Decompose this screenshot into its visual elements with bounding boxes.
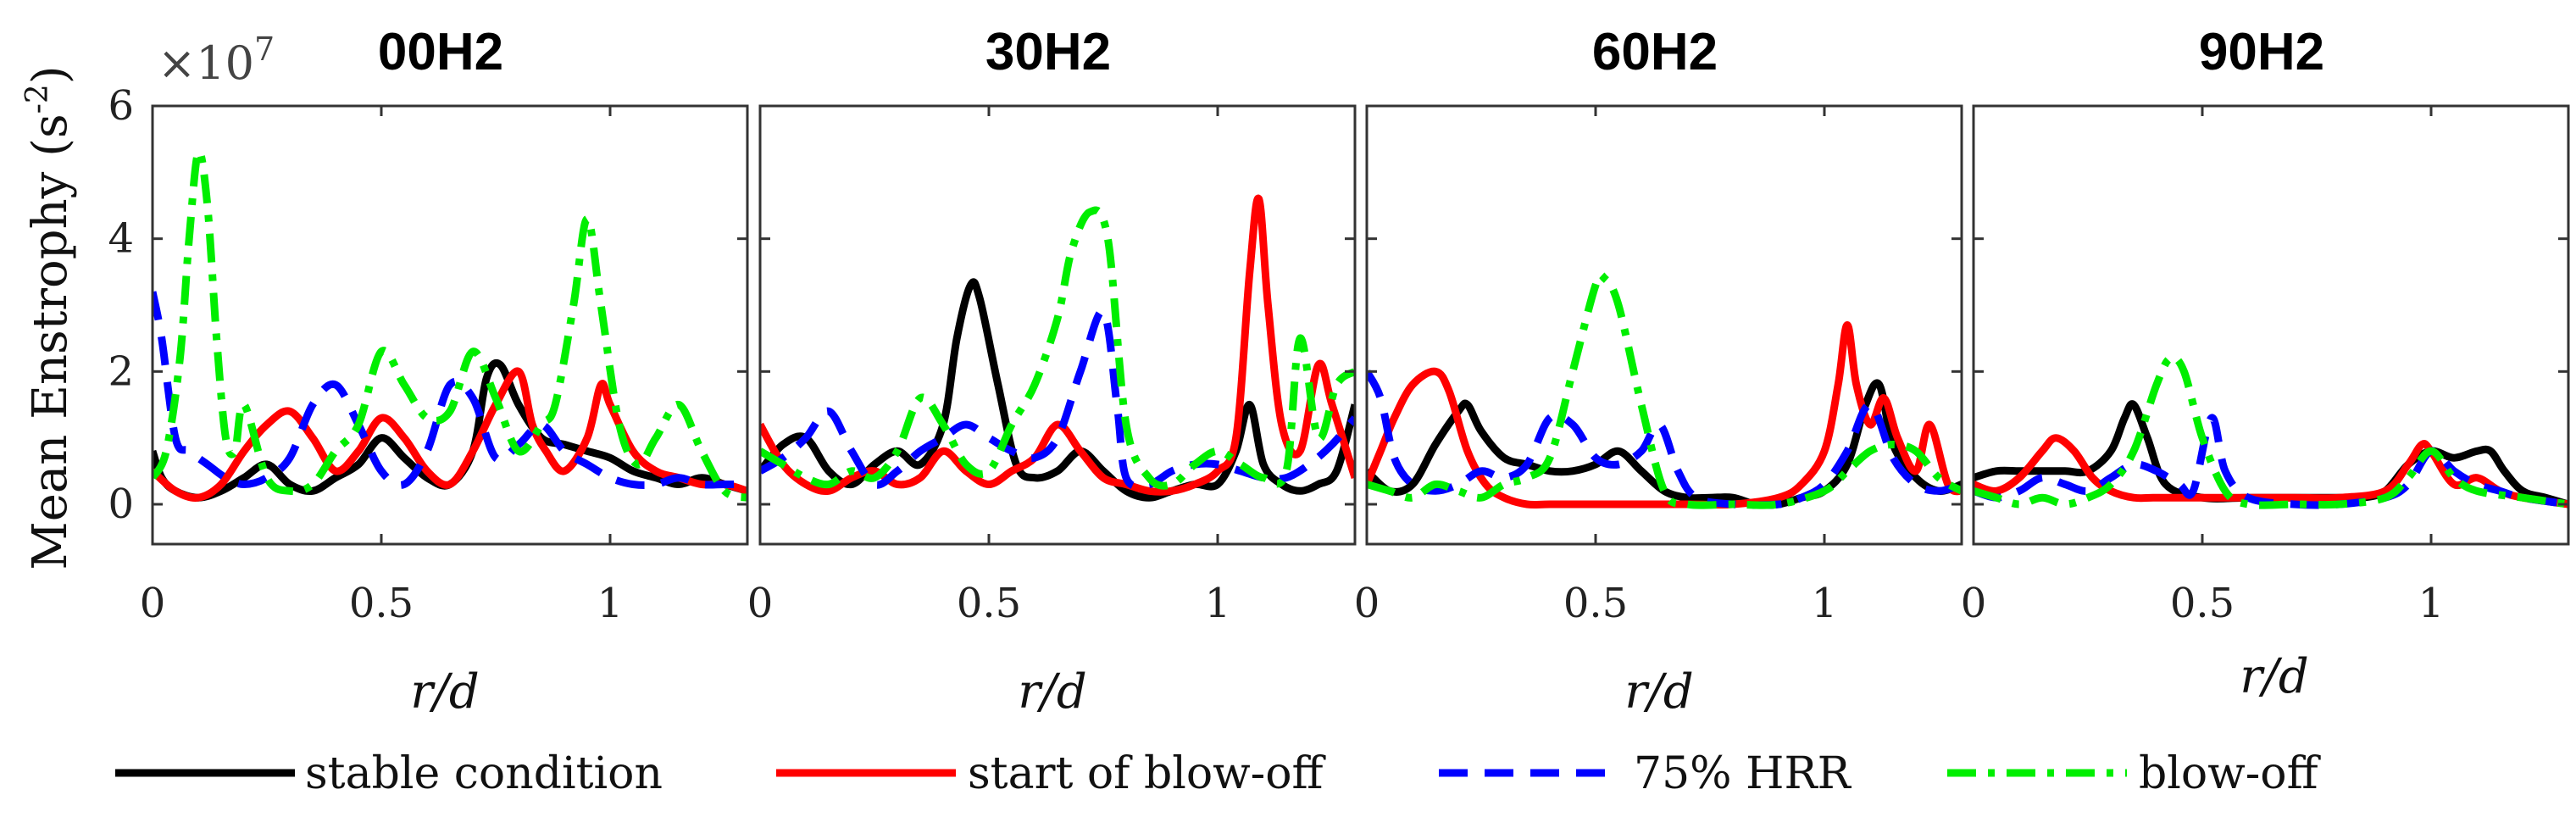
- x-tick-label: 1: [2418, 580, 2445, 627]
- x-axis-label: r/d: [2240, 649, 2308, 704]
- legend-entry: start of blow-off: [776, 748, 1327, 799]
- panel-title: 00H2: [378, 23, 503, 81]
- x-tick-label: 0.5: [349, 580, 414, 627]
- series-line-75-hrr: [153, 291, 747, 489]
- y-exponent-base: ×10: [158, 36, 254, 90]
- x-tick-label: 1: [1205, 580, 1231, 627]
- legend-label: blow-off: [2139, 748, 2322, 799]
- y-axis-label: Mean Enstrophy (s-2): [20, 65, 78, 570]
- legend-entry: 75% HRR: [1439, 748, 1852, 799]
- x-tick-label: 0.5: [1563, 580, 1628, 627]
- legend-label: start of blow-off: [968, 748, 1327, 799]
- panel-title: 30H2: [985, 23, 1111, 81]
- x-tick-label: 0.5: [2170, 580, 2235, 627]
- panel-frame: [1972, 104, 2570, 546]
- series-line-75-hrr: [1974, 414, 2568, 509]
- panel-curves: [1974, 353, 2568, 509]
- x-tick-label: 0: [1354, 580, 1380, 627]
- y-axis-label-close: ): [23, 65, 78, 84]
- y-tick-label: 2: [108, 347, 134, 395]
- legend-entry: blow-off: [1947, 748, 2322, 799]
- series-line-blow-off: [153, 147, 747, 502]
- y-tick-label: 4: [108, 215, 134, 263]
- series-line-blow-off: [760, 206, 1355, 490]
- series-line-start-of-blow-off: [153, 367, 747, 502]
- panel-90H2: 0 0.5 1 90H2 r/d: [1961, 23, 2570, 704]
- legend: stable condition start of blow-off 75% HRR…: [115, 748, 2322, 799]
- series-line-start-of-blow-off: [1367, 321, 1962, 509]
- x-tick-label: 1: [1812, 580, 1838, 627]
- panel-60H2: 0 0.5 1 60H2 r/d: [1354, 23, 1963, 720]
- y-axis-label-main: Mean Enstrophy (s: [23, 114, 78, 570]
- x-axis-label: r/d: [1018, 664, 1086, 720]
- panel-curves: [153, 147, 747, 502]
- panels-group: 0 0.5 1 0 2 4 6 00H2 r/d 0 0.5 1 30H2 r/d 0 0.5 1 60H2 r/d…: [108, 23, 2570, 720]
- series-line-stable-condition: [1367, 379, 1962, 509]
- y-exponent: ×107: [158, 31, 275, 90]
- x-axis-label: r/d: [410, 664, 479, 720]
- panel-30H2: 0 0.5 1 30H2 r/d: [747, 23, 1357, 720]
- series-line-75-hrr: [1367, 370, 1962, 509]
- panel-frame: [1365, 104, 1963, 546]
- y-exponent-power: 7: [254, 31, 275, 68]
- x-tick-label: 0: [1961, 580, 1987, 627]
- x-tick-label: 0.5: [957, 580, 1021, 627]
- series-line-start-of-blow-off: [760, 194, 1355, 496]
- panel-curves: [1367, 270, 1962, 509]
- panel-00H2: 0 0.5 1 0 2 4 6 00H2 r/d: [108, 23, 749, 720]
- x-tick-label: 0: [140, 580, 166, 627]
- legend-label: stable condition: [305, 748, 663, 799]
- legend-entry: stable condition: [115, 748, 663, 799]
- y-axis-label-sup: -2: [20, 84, 55, 114]
- y-tick-label: 0: [108, 481, 134, 528]
- legend-label: 75% HRR: [1634, 748, 1852, 799]
- panel-title: 60H2: [1592, 23, 1718, 81]
- x-axis-label: r/d: [1624, 664, 1693, 720]
- series-line-blow-off: [1367, 270, 1962, 509]
- panel-frame: [758, 104, 1357, 546]
- x-tick-label: 1: [597, 580, 624, 627]
- series-line-stable-condition: [760, 278, 1355, 502]
- series-line-blow-off: [1974, 353, 2568, 509]
- panel-title: 90H2: [2199, 23, 2324, 81]
- panel-curves: [760, 194, 1355, 502]
- panel-frame: [151, 104, 749, 546]
- y-tick-label: 6: [108, 82, 134, 130]
- x-tick-label: 0: [747, 580, 774, 627]
